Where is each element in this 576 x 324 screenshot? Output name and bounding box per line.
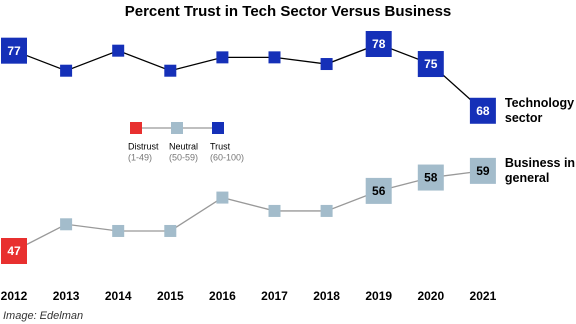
data-label: 56: [372, 184, 386, 198]
x-tick-label: 2020: [417, 289, 444, 303]
x-tick-label: 2021: [470, 289, 497, 303]
legend-swatch: [212, 122, 224, 134]
point: [320, 58, 333, 71]
x-tick-label: 2016: [209, 289, 236, 303]
legend-label: Distrust: [128, 141, 159, 151]
series-label: Business in general: [504, 155, 576, 185]
point: [268, 51, 281, 64]
data-label: 59: [476, 164, 490, 178]
legend-swatch: [130, 122, 142, 134]
chart-title: Percent Trust in Tech Sector Versus Busi…: [125, 3, 452, 20]
legend-range: (1-49): [128, 152, 152, 162]
point: [365, 177, 392, 204]
x-tick-label: 2014: [105, 289, 132, 303]
data-label: 58: [424, 171, 438, 185]
point: [320, 204, 333, 217]
legend-range: (50-59): [169, 152, 198, 162]
point: [365, 31, 392, 57]
x-tick-label: 2013: [53, 289, 80, 303]
point: [1, 37, 27, 64]
data-label: 47: [7, 244, 21, 258]
point: [164, 224, 177, 237]
point: [60, 64, 73, 77]
point: [417, 164, 444, 191]
point: [112, 44, 125, 57]
x-tick-label: 2018: [313, 289, 340, 303]
point: [1, 238, 27, 264]
legend-swatch: [171, 122, 183, 134]
point: [469, 97, 496, 124]
data-label: 78: [372, 37, 386, 51]
series-line: [13, 170, 483, 252]
point: [268, 204, 281, 217]
x-tick-label: 2012: [1, 289, 28, 303]
x-tick-label: 2017: [261, 289, 288, 303]
x-tick-label: 2015: [157, 289, 184, 303]
legend-label: Neutral: [169, 141, 198, 151]
source: Image: Edelman: [3, 310, 83, 322]
point: [164, 64, 177, 77]
data-label: 75: [424, 57, 438, 71]
point: [112, 224, 125, 237]
legend-label: Trust: [210, 141, 231, 151]
point: [417, 51, 444, 78]
data-label: 68: [476, 104, 490, 118]
point: [216, 51, 229, 64]
series-line: [13, 43, 484, 112]
data-label: 77: [7, 44, 21, 58]
point: [216, 191, 229, 204]
x-tick-label: 2019: [365, 289, 392, 303]
legend-range: (60-100): [210, 152, 244, 162]
series-label: Technology sector: [504, 95, 575, 125]
point: [60, 218, 73, 231]
point: [469, 157, 496, 184]
